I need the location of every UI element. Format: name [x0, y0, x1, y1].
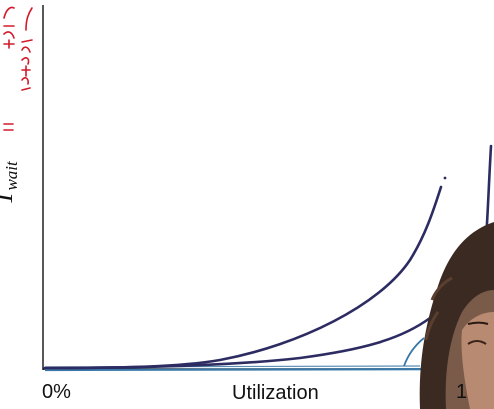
red-handwritten-annotation	[3, 6, 33, 131]
baseline-blue-line	[44, 367, 494, 372]
presenter-figure	[419, 222, 494, 409]
curve-high	[43, 185, 443, 370]
curve-low	[43, 260, 487, 370]
y-axis-label-main: T	[0, 191, 18, 205]
y-axis-label-subscript: wait	[2, 161, 21, 191]
x-axis-end-label: 1	[456, 381, 468, 403]
y-axis-label: Twait	[0, 161, 59, 205]
small-blue-curve	[403, 337, 425, 367]
x-axis-start-label: 0%	[42, 381, 71, 403]
x-axis-label: Utilization	[232, 382, 319, 404]
curve-high-end-dot	[443, 176, 447, 180]
